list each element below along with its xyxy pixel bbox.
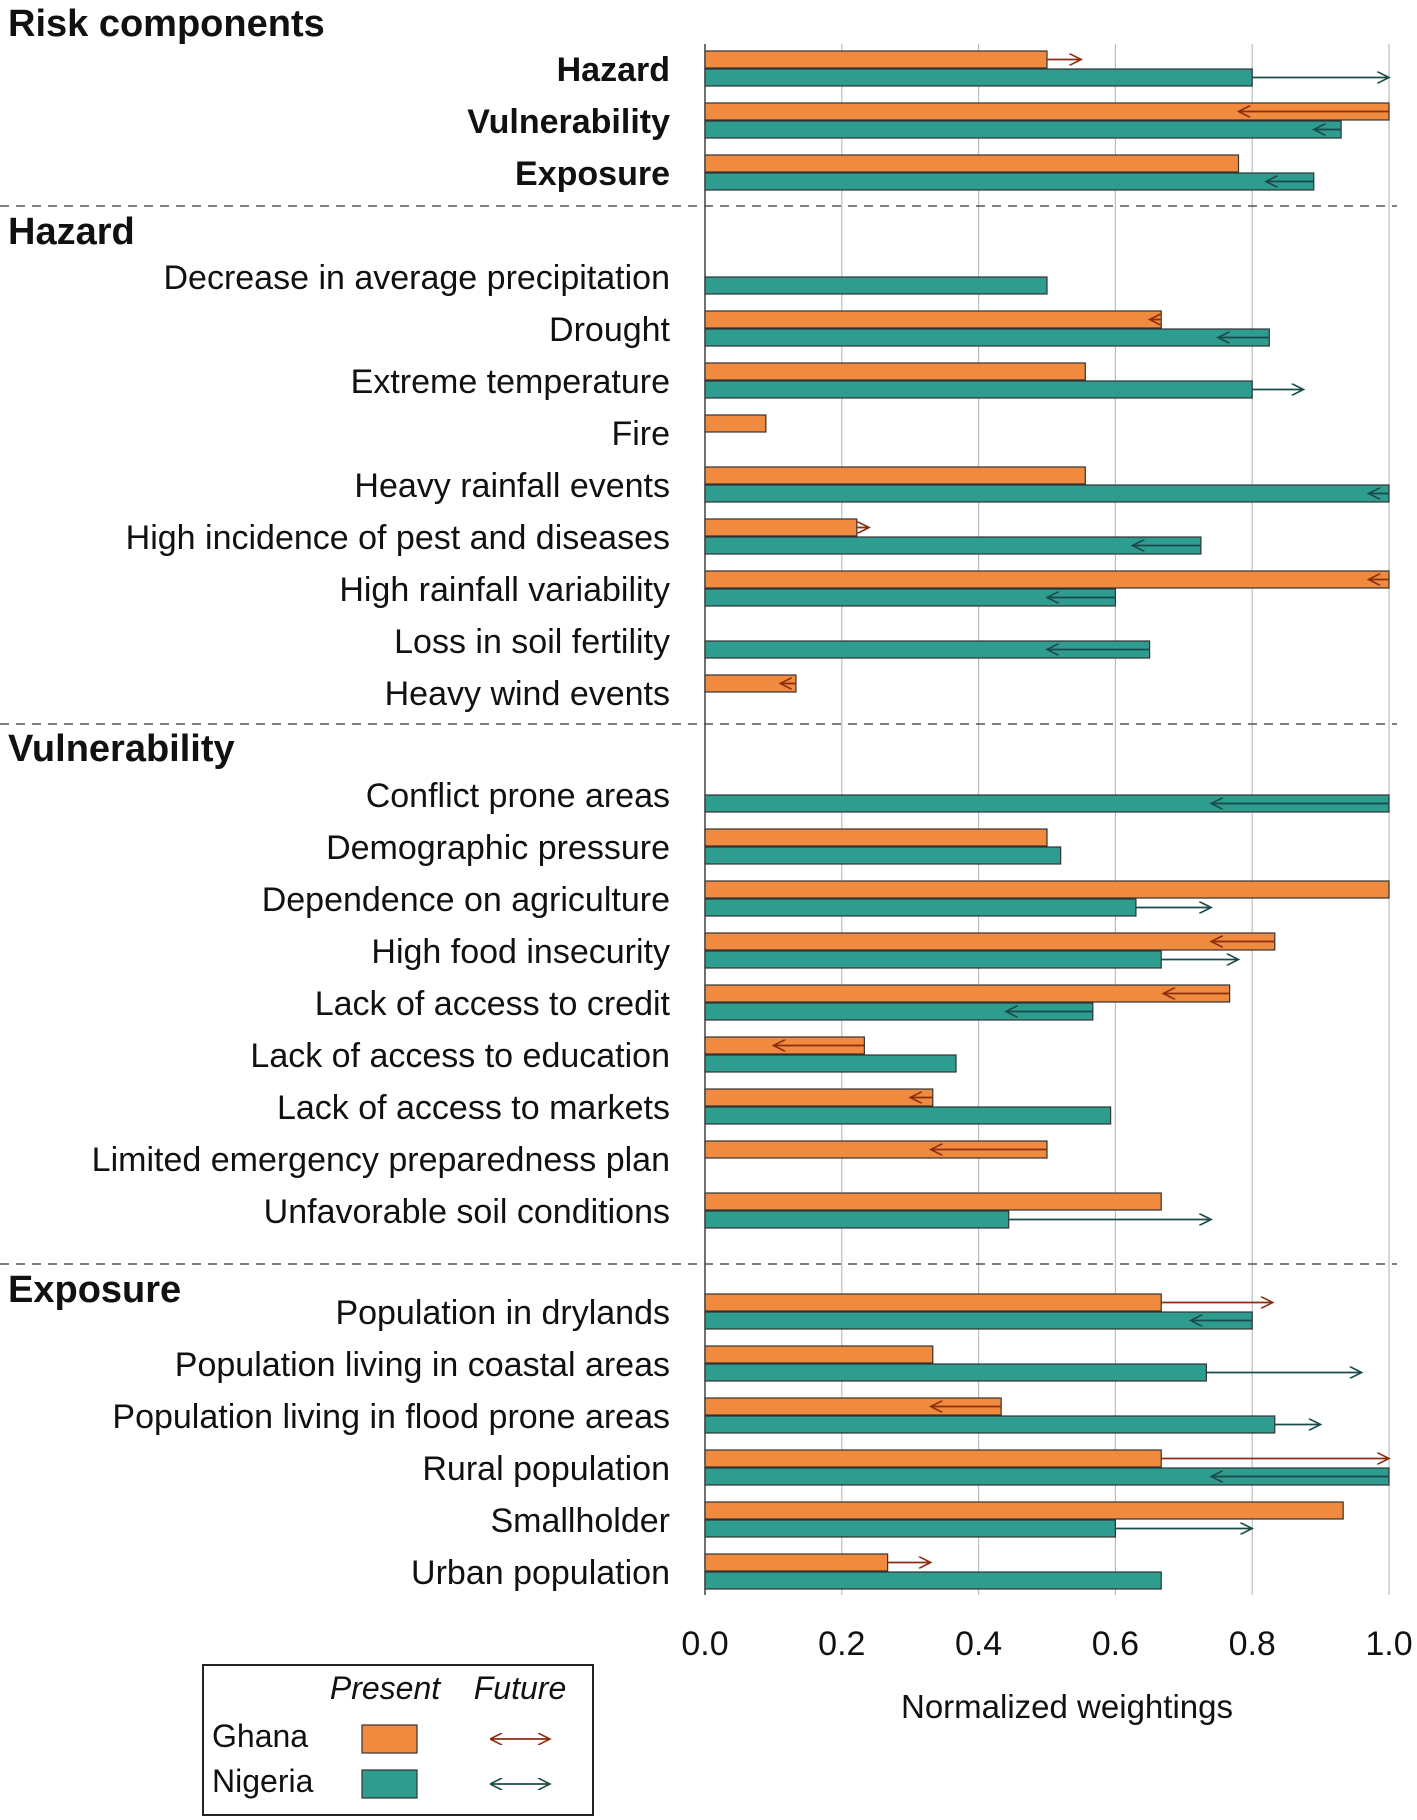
- x-tick-label: 0.6: [1092, 1625, 1139, 1663]
- legend-future-header: Future: [474, 1670, 566, 1706]
- row-label: Rural population: [422, 1450, 670, 1488]
- x-tick-label: 1.0: [1365, 1625, 1412, 1663]
- x-tick-label: 0.0: [681, 1625, 728, 1663]
- nigeria-present-bar: [704, 950, 1162, 969]
- section-title: Hazard: [8, 211, 135, 253]
- nigeria-present-bar: [704, 1519, 1116, 1538]
- x-axis-title: Normalized weightings: [901, 1688, 1233, 1725]
- legend-entry-label: Ghana: [212, 1718, 308, 1754]
- x-tick-label: 0.2: [818, 1625, 865, 1663]
- row-label: Dependence on agriculture: [262, 881, 670, 919]
- row-label: High rainfall variability: [339, 571, 670, 609]
- row-label: Unfavorable soil conditions: [264, 1193, 670, 1231]
- ghana-present-bar: [704, 932, 1276, 951]
- legend-entry-label: Nigeria: [212, 1763, 314, 1799]
- nigeria-present-bar: [704, 898, 1137, 917]
- section-separators: [0, 205, 1397, 1265]
- row-label: Lack of access to markets: [277, 1089, 670, 1127]
- nigeria-present-bar: [704, 846, 1062, 865]
- bars-layer: [704, 50, 1390, 1590]
- ghana-present-bar: [704, 362, 1086, 381]
- nigeria-present-bar: [704, 328, 1270, 347]
- ghana-present-bar: [704, 828, 1048, 847]
- nigeria-present-bar: [704, 68, 1253, 87]
- nigeria-present-bar: [704, 1415, 1276, 1434]
- row-label: High incidence of pest and diseases: [126, 519, 670, 557]
- ghana-present-bar: [704, 518, 858, 537]
- nigeria-present-bar: [704, 120, 1342, 139]
- nigeria-present-bar: [704, 1210, 1010, 1229]
- row-label: Limited emergency preparedness plan: [92, 1141, 670, 1179]
- nigeria-present-bar: [704, 1106, 1112, 1125]
- x-axis: 0.0 0.2 0.4 0.6 0.8 1.0 Normalized weightings: [681, 1625, 1412, 1725]
- x-tick-label: 0.8: [1229, 1625, 1276, 1663]
- nigeria-present-bar: [704, 1054, 957, 1073]
- nigeria-present-bar: [704, 380, 1253, 399]
- ghana-present-bar: [704, 50, 1048, 69]
- labels-layer: Risk components Hazard Vulnerability Exposu…: [8, 3, 671, 1592]
- ghana-present-bar: [704, 1345, 934, 1364]
- grid-layer: [704, 44, 1390, 1595]
- nigeria-present-bar: [704, 536, 1202, 555]
- row-label: Demographic pressure: [326, 829, 670, 867]
- ghana-present-bar: [704, 1553, 889, 1572]
- row-label: Extreme temperature: [351, 363, 670, 401]
- ghana-present-bar: [704, 414, 767, 433]
- row-label: Population in drylands: [335, 1294, 670, 1332]
- row-label: Urban population: [411, 1554, 670, 1592]
- row-label: Heavy wind events: [385, 675, 670, 713]
- nigeria-present-bar: [704, 1363, 1207, 1382]
- legend: Present Future Ghana Nigeria: [202, 1664, 594, 1816]
- ghana-present-bar: [704, 570, 1390, 589]
- nigeria-present-bar: [704, 484, 1390, 503]
- nigeria-present-bar: [704, 1311, 1253, 1330]
- row-label: Fire: [611, 415, 670, 453]
- ghana-present-bar: [704, 310, 1162, 329]
- ghana-present-bar: [704, 466, 1086, 485]
- nigeria-present-bar: [704, 276, 1048, 295]
- ghana-present-bar: [704, 1293, 1162, 1312]
- row-label: Exposure: [515, 155, 670, 193]
- row-label: Population living in coastal areas: [175, 1346, 670, 1384]
- row-label: High food insecurity: [371, 933, 670, 971]
- nigeria-present-bar: [704, 1571, 1162, 1590]
- nigeria-present-bar: [704, 172, 1315, 191]
- row-label: Heavy rainfall events: [354, 467, 670, 505]
- row-label: Population living in flood prone areas: [112, 1398, 670, 1436]
- ghana-present-bar: [704, 1449, 1162, 1468]
- section-title: Risk components: [8, 3, 325, 45]
- ghana-present-bar: [704, 984, 1231, 1003]
- legend-present-swatch: [361, 1724, 418, 1754]
- row-label: Lack of access to education: [250, 1037, 670, 1075]
- row-label: Smallholder: [490, 1502, 670, 1540]
- section-title: Vulnerability: [8, 728, 235, 770]
- legend-present-swatch: [361, 1769, 418, 1799]
- row-label: Conflict prone areas: [366, 777, 670, 815]
- ghana-present-bar: [704, 880, 1390, 899]
- ghana-present-bar: [704, 154, 1240, 173]
- row-label: Vulnerability: [467, 103, 670, 141]
- legend-present-header: Present: [330, 1670, 441, 1706]
- ghana-present-bar: [704, 1192, 1162, 1211]
- ghana-present-bar: [704, 1088, 934, 1107]
- row-label: Drought: [549, 311, 671, 349]
- row-label: Hazard: [557, 51, 670, 89]
- row-label: Lack of access to credit: [315, 985, 671, 1023]
- section-title: Exposure: [8, 1269, 181, 1311]
- ghana-present-bar: [704, 1501, 1344, 1520]
- row-label: Loss in soil fertility: [394, 623, 670, 661]
- row-label: Decrease in average precipitation: [163, 259, 670, 297]
- x-tick-label: 0.4: [955, 1625, 1002, 1663]
